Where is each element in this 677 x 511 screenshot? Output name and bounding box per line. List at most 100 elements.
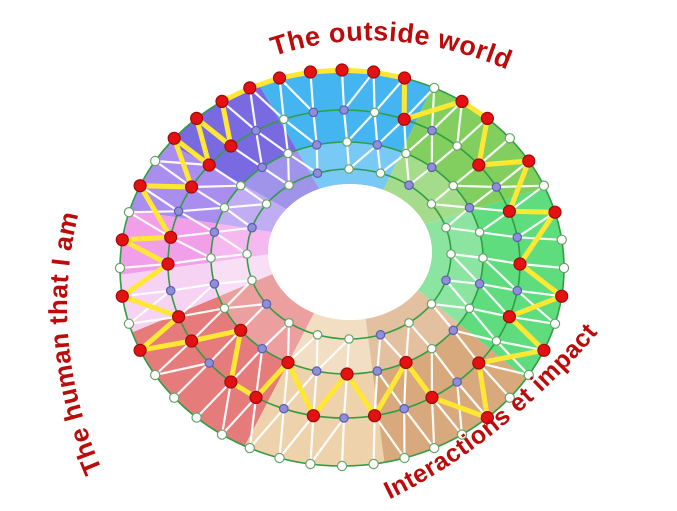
node-red [513,257,527,271]
node-white [312,329,323,340]
mesh-line [283,118,318,146]
node-white [274,452,285,464]
mesh-line [445,279,471,310]
mesh-line [248,87,258,131]
mesh-line [431,100,463,132]
node-white [344,334,354,344]
node-red [548,205,562,219]
mesh-line [372,415,376,465]
mesh-line [278,77,315,114]
mesh-line [373,415,406,459]
mesh-line [210,252,248,260]
node-red [224,139,238,153]
mesh-line [287,152,319,175]
node-red [164,230,178,244]
mesh-line [342,109,349,143]
node-red [133,179,147,193]
mesh-line [119,262,169,270]
node-red [249,390,263,404]
node-red [185,334,199,348]
mesh-line [469,206,510,213]
node-purple [375,329,386,340]
mesh-line [170,282,215,292]
node-red [472,158,486,172]
mesh-line [408,322,433,350]
node-purple [278,403,289,414]
node-white [446,249,456,259]
mesh-line [282,362,290,409]
mesh-line [315,334,319,372]
node-red [243,81,257,95]
mesh-line [508,184,545,213]
node-white [261,199,272,209]
mesh-line [456,101,464,147]
node-purple [372,366,383,376]
mesh-line [213,231,248,255]
node-white [219,303,230,314]
node-white [549,318,561,329]
node-purple [311,366,322,376]
node-white [278,114,289,125]
node-purple [308,107,319,118]
node-purple [426,162,437,173]
node-white [474,227,485,237]
mesh-line [309,415,315,465]
node-white [504,133,515,144]
mesh-line [479,282,518,292]
node-purple [339,413,349,423]
mesh-line [404,153,411,186]
node-white [244,442,255,454]
mesh-line [248,397,258,449]
node-purple [441,275,451,286]
node-red [272,71,287,85]
node-red [215,94,229,109]
mesh-line [373,112,379,145]
mesh-line [482,257,519,292]
sector-violet [129,143,287,233]
mesh-line [456,117,489,147]
mesh-line [309,417,345,465]
mesh-line [340,69,346,111]
node-red [367,65,381,79]
mesh-line [517,289,562,298]
node-purple [474,278,485,289]
node-purple [512,232,523,243]
mesh-line [379,152,407,175]
mesh-line [478,361,530,377]
mesh-line [309,71,315,113]
mesh-line [453,329,497,343]
mesh-line [139,184,180,213]
node-red [397,71,412,85]
sector-indigo [169,84,320,210]
node-red [368,409,382,423]
mesh-line [479,231,518,239]
mesh-line [315,338,350,372]
mesh-line [221,100,257,132]
mesh-line [261,166,290,187]
mesh-line [208,329,242,364]
node-white [448,180,459,191]
node-red [399,355,413,370]
node-red [115,289,129,303]
mesh-line [190,307,226,342]
node-red [472,356,486,370]
mesh-line [342,373,349,419]
node-purple [464,202,475,213]
node-white [123,206,135,218]
mesh-line [178,210,215,234]
node-white [344,164,354,174]
mesh-line [312,371,318,416]
mesh-line [450,253,481,285]
mesh-line [431,396,463,436]
mesh-line [346,111,376,143]
mesh-line [254,348,264,398]
mesh-line [403,87,435,121]
node-white [556,234,567,245]
node-white [558,262,570,274]
mesh-line [478,283,511,318]
node-white [464,303,475,314]
node-white [168,392,180,403]
mesh-line [477,362,511,399]
mesh-line [282,119,290,154]
